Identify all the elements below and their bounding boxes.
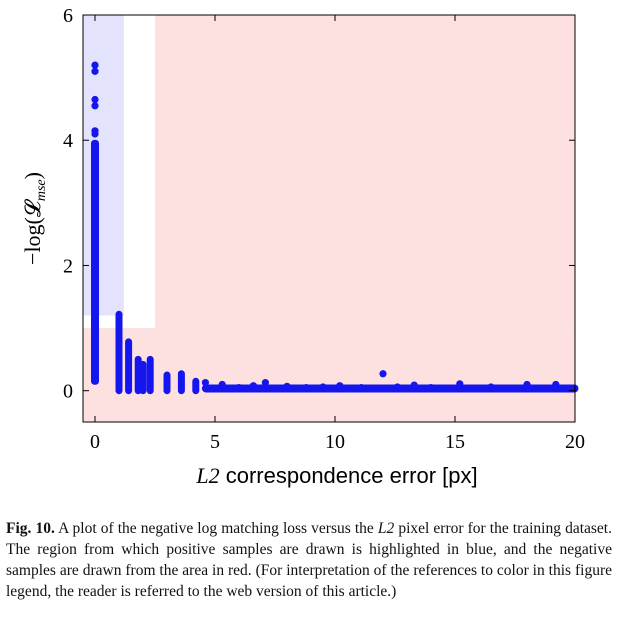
data-point — [235, 383, 243, 392]
data-point — [91, 130, 99, 138]
point-stripe — [125, 338, 133, 395]
data-point — [261, 378, 269, 387]
x-tick-label: 20 — [565, 431, 585, 453]
x-axis-label: L2 correspondence error [px] — [195, 463, 477, 488]
data-point — [456, 380, 464, 388]
axis-ticks: 0 5 10 15 20 0 2 4 6 — [63, 5, 585, 453]
data-point — [393, 383, 401, 391]
data-point — [410, 381, 418, 389]
y-axis-label-main: −log(𝓛 — [20, 198, 45, 265]
point-stripe — [192, 377, 200, 395]
plot-frame — [82, 14, 576, 423]
x-tick-label: 5 — [210, 431, 220, 453]
negative-region-upper — [155, 15, 575, 329]
y-tick-label: 4 — [63, 130, 73, 152]
data-point — [91, 102, 99, 110]
point-stripe — [177, 370, 185, 395]
positive-region — [83, 15, 124, 316]
data-point — [487, 383, 495, 391]
point-stripe — [139, 360, 147, 395]
data-point — [319, 383, 327, 391]
point-stripe — [163, 371, 171, 395]
point-stripe — [91, 139, 99, 385]
data-point — [552, 380, 560, 389]
x-tick-label: 10 — [325, 431, 345, 453]
x-axis-label-unit: [px] — [442, 463, 477, 488]
data-point — [91, 61, 99, 69]
data-point — [302, 383, 310, 392]
data-point — [357, 383, 365, 392]
data-point — [249, 382, 257, 390]
data-point — [569, 384, 577, 392]
data-point — [427, 383, 435, 392]
caption-text-before: A plot of the negative log matching loss… — [54, 520, 378, 537]
scatter-chart: 0 5 10 15 20 0 2 4 6 L2 correspondence error [px… — [20, 5, 585, 488]
caption-label: Fig. 10. — [6, 520, 55, 537]
data-point — [218, 380, 226, 389]
y-axis-label-close: ) — [20, 172, 45, 179]
y-tick-label: 2 — [63, 255, 73, 277]
data-point — [379, 370, 387, 378]
x-axis-label-text: correspondence error — [220, 463, 443, 488]
figure-caption: Fig. 10. A plot of the negative log matc… — [6, 518, 612, 602]
data-point — [91, 67, 99, 75]
data-point — [336, 382, 344, 390]
x-tick-label: 15 — [445, 431, 465, 453]
data-points — [91, 61, 579, 395]
y-tick-label: 0 — [63, 381, 73, 403]
caption-text-after: pixel error for the training dataset. Th… — [6, 520, 612, 600]
caption-italic: L2 — [377, 520, 395, 537]
y-tick-label: 6 — [63, 5, 73, 27]
data-point — [201, 378, 209, 387]
x-axis-label-prefix: L2 — [195, 463, 219, 488]
data-point — [283, 382, 291, 390]
y-axis-label: −log(𝓛mse) — [20, 172, 49, 265]
point-stripe — [115, 310, 123, 395]
baseline-points — [201, 384, 579, 393]
negative-region-lower — [83, 328, 575, 422]
data-point — [523, 380, 531, 389]
data-point — [91, 95, 99, 104]
x-tick-label: 0 — [90, 431, 100, 453]
y-axis-label-subscript: mse — [34, 179, 49, 201]
point-stripe — [146, 355, 154, 395]
highlight-regions — [83, 15, 575, 422]
